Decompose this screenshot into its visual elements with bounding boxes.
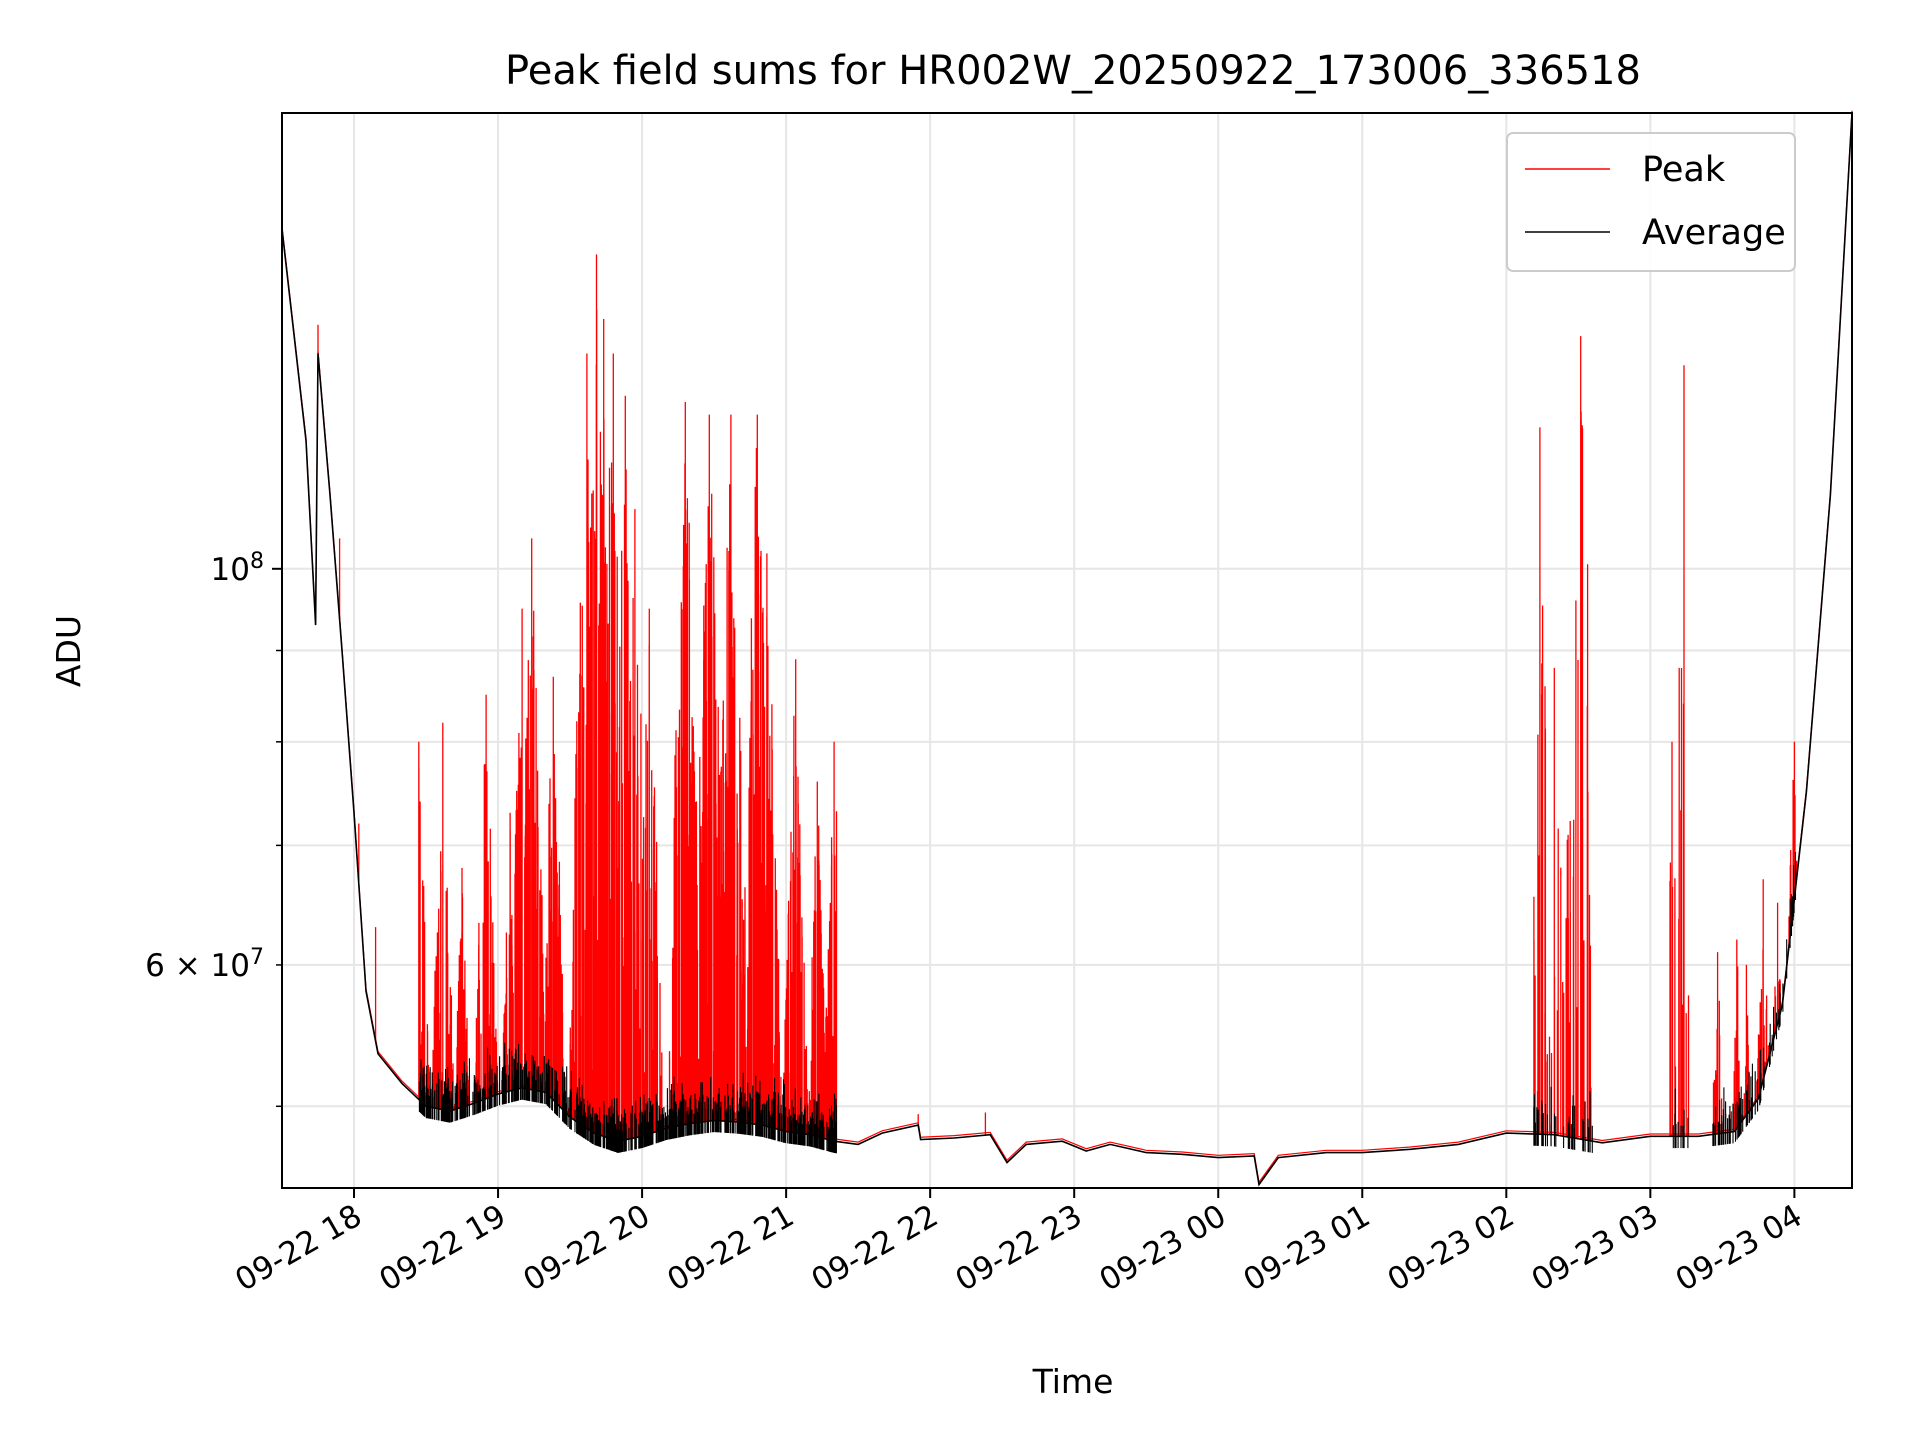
average-noise <box>418 852 1797 1154</box>
grid <box>282 113 1852 1188</box>
legend-average-label: Average <box>1642 213 1786 253</box>
legend-box <box>1506 132 1796 272</box>
y-tick-label: 6 × 107 <box>145 945 264 984</box>
legend: Peak Average <box>1506 132 1796 272</box>
legend-peak-label: Peak <box>1642 150 1726 190</box>
x-axis-label: Time <box>1032 1362 1114 1401</box>
y-axis-label: ADU <box>49 615 88 687</box>
average-noise-marks <box>418 852 1797 1154</box>
chart-title: Peak field sums for HR002W_20250922_1730… <box>505 48 1641 94</box>
